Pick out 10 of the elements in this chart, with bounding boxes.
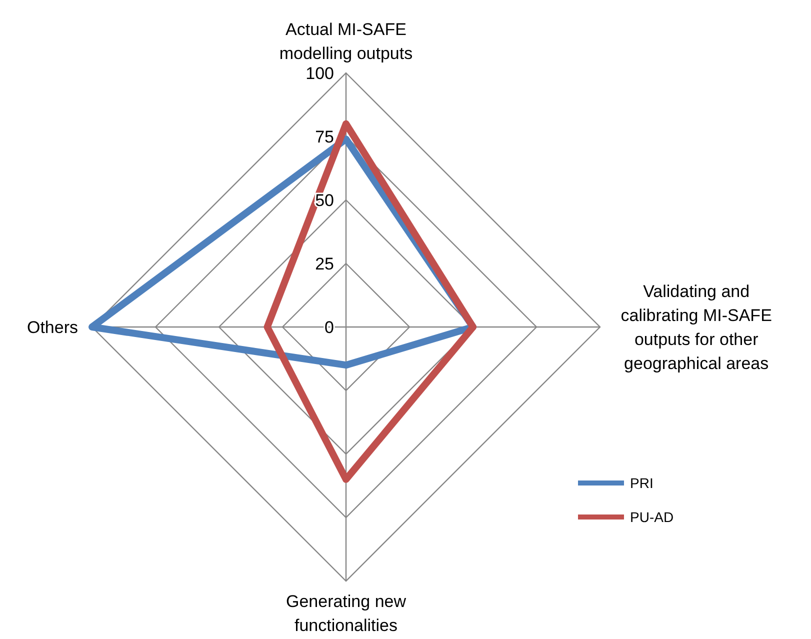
y-tick-label: 0 [324,318,334,337]
spoke-label: Actual MI-SAFE modelling outputs [279,20,413,63]
legend-label: PU-AD [630,508,674,525]
spoke-label: Validating and calibrating MI-SAFE outputs for other geographical areas [620,282,772,373]
y-tick-label: 75 [315,127,334,146]
spoke-label: Others [26,318,78,337]
legend-label: PRI [630,474,654,491]
y-tick-label: 25 [315,254,334,274]
y-tick-label: 100 [306,64,334,83]
spoke-label: Generating new functionalities [286,592,407,635]
